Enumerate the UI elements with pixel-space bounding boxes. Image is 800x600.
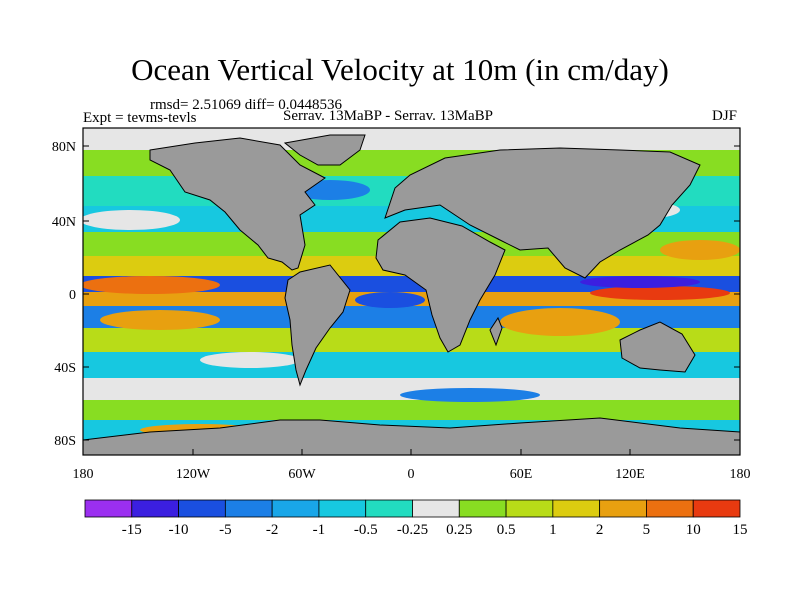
madagascar <box>489 316 503 347</box>
indian-ocean-patch <box>500 308 620 336</box>
west-pacific-warm-patch <box>590 286 730 300</box>
colorbar-swatch <box>505 499 554 518</box>
lat-label-0: 0 <box>69 288 76 303</box>
southern-band-white <box>83 378 740 400</box>
colorbar-swatch <box>131 499 179 518</box>
north-pacific-white <box>83 210 180 230</box>
lon-label-60e: 60E <box>510 467 533 482</box>
pacific-warm-patch <box>83 276 220 294</box>
colorbar-swatch <box>178 499 226 518</box>
colorbar: -15 -10 -5 -2 -1 -0.5 -0.25 0.25 0.5 1 2 5 10 15 <box>84 499 748 538</box>
colorbar-swatch <box>646 499 694 518</box>
lon-label-120e: 120E <box>615 467 645 482</box>
colorbar-swatch <box>365 499 413 518</box>
colorbar-label: 1 <box>549 522 557 538</box>
lat-tick-marks <box>83 145 740 441</box>
west-pacific-blue-patch <box>580 276 700 288</box>
southern-ocean-blue <box>400 388 540 402</box>
colorbar-swatch <box>84 499 133 518</box>
colorbar-label: -15 <box>122 522 142 538</box>
lon-label-0: 0 <box>408 467 415 482</box>
lat-label-40n: 40N <box>52 215 76 230</box>
season-label: DJF <box>712 108 738 124</box>
lon-label-180w: 180 <box>73 467 94 482</box>
experiment-label: Expt = tevms-tevls <box>83 110 197 126</box>
australia <box>619 321 696 373</box>
south-pacific-white <box>200 352 300 368</box>
colorbar-label: 2 <box>596 522 604 538</box>
colorbar-label: -5 <box>219 522 232 538</box>
antarctica <box>83 417 740 455</box>
north-america <box>149 137 326 271</box>
colorbar-swatch <box>458 499 507 518</box>
colorbar-swatch <box>224 499 273 518</box>
colorbar-swatch <box>599 499 647 518</box>
lon-tick-marks <box>192 449 631 455</box>
south-pacific-patch <box>100 310 220 330</box>
comparison-label: Serrav. 13MaBP - Serrav. 13MaBP <box>283 108 493 124</box>
colorbar-label: -10 <box>169 522 189 538</box>
east-pacific-orange <box>660 240 740 260</box>
colorbar-label: -1 <box>313 522 326 538</box>
lat-label-40s: 40S <box>54 361 76 376</box>
greenland <box>283 134 366 166</box>
atlantic-blue-patch <box>355 292 425 308</box>
colorbar-label: -0.25 <box>397 522 428 538</box>
colorbar-swatch <box>271 499 320 518</box>
southern-band-green <box>83 400 740 420</box>
velocity-field <box>83 128 740 455</box>
colorbar-swatch <box>412 499 460 518</box>
lon-axis-labels: 180 120W 60W 0 60E 120E 180 <box>73 467 751 482</box>
colorbar-label: 0.25 <box>446 522 472 538</box>
land-masses <box>83 134 740 455</box>
colorbar-label: -2 <box>266 522 279 538</box>
equatorial-upwelling <box>83 276 740 292</box>
colorbar-label: 10 <box>686 522 701 538</box>
eurasia <box>384 147 701 279</box>
south-america <box>284 264 351 387</box>
colorbar-label: -0.5 <box>354 522 378 538</box>
africa <box>375 217 506 353</box>
colorbar-swatch <box>692 499 741 518</box>
lat-axis-labels: 80N 40N 0 40S 80S <box>52 140 76 449</box>
lon-label-180e: 180 <box>730 467 751 482</box>
stats-line: rmsd= 2.51069 diff= 0.0448536 <box>150 97 343 113</box>
plot-title: Ocean Vertical Velocity at 10m (in cm/da… <box>131 52 669 87</box>
colorbar-label: 5 <box>643 522 651 538</box>
colorbar-swatch <box>318 499 367 518</box>
colorbar-label: 0.5 <box>497 522 516 538</box>
colorbar-label: 15 <box>733 522 748 538</box>
colorbar-swatch <box>552 499 601 518</box>
lon-label-120w: 120W <box>176 467 211 482</box>
lat-label-80n: 80N <box>52 140 76 155</box>
lon-label-60w: 60W <box>288 467 316 482</box>
lat-label-80s: 80S <box>54 434 76 449</box>
